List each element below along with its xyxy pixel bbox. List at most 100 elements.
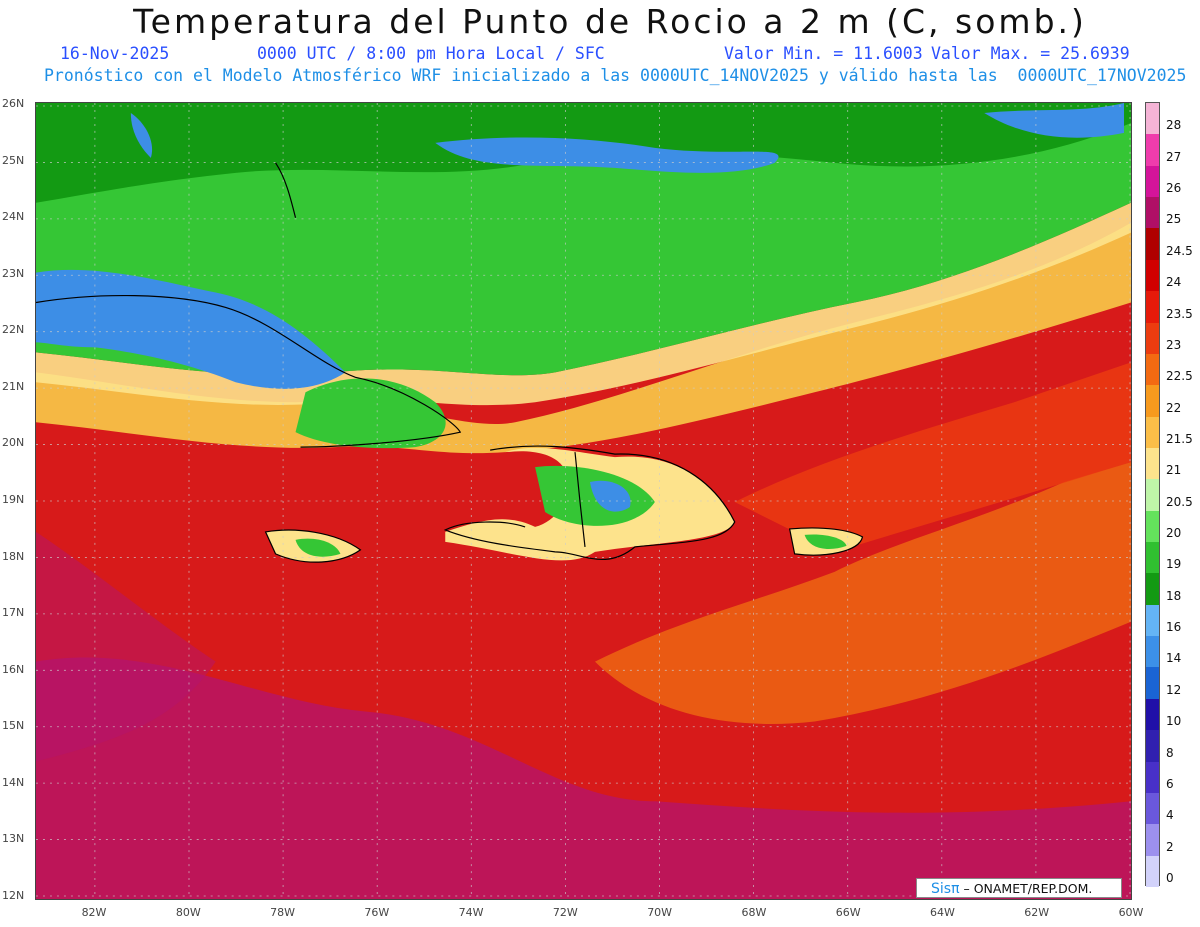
lon-label: 60W xyxy=(1118,906,1144,919)
colorbar-label: 12 xyxy=(1166,682,1182,697)
colorbar-segment xyxy=(1146,197,1159,229)
transition-light xyxy=(36,202,1131,406)
colorbar xyxy=(1145,102,1160,888)
colorbar-segment xyxy=(1146,322,1159,355)
colorbar-label: 27 xyxy=(1166,149,1182,164)
colorbar-label: 2 xyxy=(1166,839,1174,854)
lon-label: 78W xyxy=(270,906,295,919)
valid-time: 0000 UTC / 8:00 pm Hora Local / SFC xyxy=(257,44,605,63)
colorbar-label: 16 xyxy=(1166,620,1182,635)
colorbar-segment xyxy=(1146,385,1159,418)
colorbar-segment xyxy=(1146,604,1159,637)
colorbar-segment xyxy=(1146,134,1159,167)
lat-label: 22N xyxy=(2,323,25,337)
lat-label: 26N xyxy=(2,97,25,110)
hispaniola-blue xyxy=(589,480,631,512)
colorbar-label: 8 xyxy=(1166,745,1174,760)
colorbar-segment xyxy=(1146,447,1159,480)
colorbar-label: 23 xyxy=(1166,337,1182,352)
colorbar-label: 18 xyxy=(1166,588,1182,603)
colorbar-segment xyxy=(1146,730,1159,763)
lon-label: 72W xyxy=(552,906,578,919)
lat-label: 13N xyxy=(2,832,25,846)
colorbar-label: 0 xyxy=(1166,871,1174,885)
colorbar-segment xyxy=(1146,667,1159,700)
colorbar-segment xyxy=(1146,824,1159,857)
lon-label: 76W xyxy=(364,906,390,919)
credit-brand: Sisπ xyxy=(931,881,960,897)
map-title: Temperatura del Punto de Rocio a 2 m (C,… xyxy=(133,2,1087,41)
colorbar-label: 19 xyxy=(1166,557,1182,572)
coastlines xyxy=(36,162,864,563)
lon-label: 80W xyxy=(175,906,201,919)
lat-label: 18N xyxy=(2,549,25,563)
lon-label: 74W xyxy=(458,906,484,919)
colorbar-label: 14 xyxy=(1166,651,1182,666)
jamaica-green xyxy=(295,538,341,557)
lat-label: 19N xyxy=(2,493,25,506)
hot-band-west xyxy=(36,531,216,762)
transition-band xyxy=(36,222,1131,454)
min-value: Valor Min. = 11.6003 xyxy=(724,44,923,63)
lat-label: 23N xyxy=(2,266,25,280)
colorbar-segment xyxy=(1146,855,1159,888)
colorbar-label: 20.5 xyxy=(1166,494,1193,509)
graticule xyxy=(36,103,1131,899)
colorbar-segment xyxy=(1146,761,1159,794)
colorbar-label: 23.5 xyxy=(1166,306,1193,321)
forecast-info: Pronóstico con el Modelo Atmosférico WRF… xyxy=(44,66,1187,85)
colorbar-segment xyxy=(1146,792,1159,825)
lon-label: 68W xyxy=(741,906,767,919)
colorbar-segment xyxy=(1146,353,1159,386)
north-green xyxy=(36,103,1131,376)
puerto-rico-green xyxy=(804,534,847,550)
blue-patch-north xyxy=(435,137,779,173)
lon-label: 70W xyxy=(647,906,673,919)
lat-label: 25N xyxy=(2,153,25,167)
colorbar-segment xyxy=(1146,103,1159,135)
colorbar-segment xyxy=(1146,636,1159,668)
valid-date: 16-Nov-2025 xyxy=(60,44,170,63)
colorbar-segment xyxy=(1146,573,1159,606)
colorbar-label: 24.5 xyxy=(1166,243,1193,258)
colorbar-segment xyxy=(1146,698,1159,731)
colorbar-segment xyxy=(1146,542,1159,574)
orange-east-2 xyxy=(734,362,1131,552)
lon-label: 82W xyxy=(81,906,107,919)
blue-patch-ne xyxy=(984,103,1125,138)
colorbar-label: 21.5 xyxy=(1166,431,1193,446)
florida-blue xyxy=(130,112,153,158)
colorbar-label: 20 xyxy=(1166,526,1182,541)
colorbar-label: 22.5 xyxy=(1166,369,1193,384)
lat-label: 14N xyxy=(2,775,25,789)
colorbar-segment xyxy=(1146,228,1159,261)
lat-label: 17N xyxy=(2,606,25,620)
credit-label: Sisπ – ONAMET/REP.DOM. xyxy=(916,878,1122,898)
colorbar-label: 28 xyxy=(1166,118,1182,133)
cuba-blue xyxy=(36,269,346,389)
credit-text: – ONAMET/REP.DOM. xyxy=(959,881,1093,896)
colorbar-label: 26 xyxy=(1166,181,1182,196)
dewpoint-map xyxy=(35,102,1132,900)
lat-label: 24N xyxy=(2,210,25,224)
lat-label: 21N xyxy=(2,379,25,393)
colorbar-label: 4 xyxy=(1166,808,1174,823)
colorbar-segment xyxy=(1146,259,1159,292)
colorbar-segment xyxy=(1146,165,1159,198)
lat-label: 20N xyxy=(2,436,25,450)
lat-label: 15N xyxy=(2,719,25,733)
max-value: Valor Max. = 25.6939 xyxy=(931,44,1130,63)
colorbar-segment xyxy=(1146,291,1159,324)
lon-label: 64W xyxy=(930,906,955,919)
hot-band-south xyxy=(36,657,1131,899)
orange-east xyxy=(594,462,1131,724)
colorbar-label: 22 xyxy=(1166,400,1182,415)
lat-label: 16N xyxy=(2,662,25,676)
colorbar-segment xyxy=(1146,416,1159,449)
colorbar-label: 10 xyxy=(1166,714,1182,729)
colorbar-segment xyxy=(1146,479,1159,512)
lon-label: 62W xyxy=(1024,906,1050,919)
lat-label: 12N xyxy=(2,889,25,902)
colorbar-label: 24 xyxy=(1166,275,1182,290)
lon-label: 66W xyxy=(835,906,861,919)
